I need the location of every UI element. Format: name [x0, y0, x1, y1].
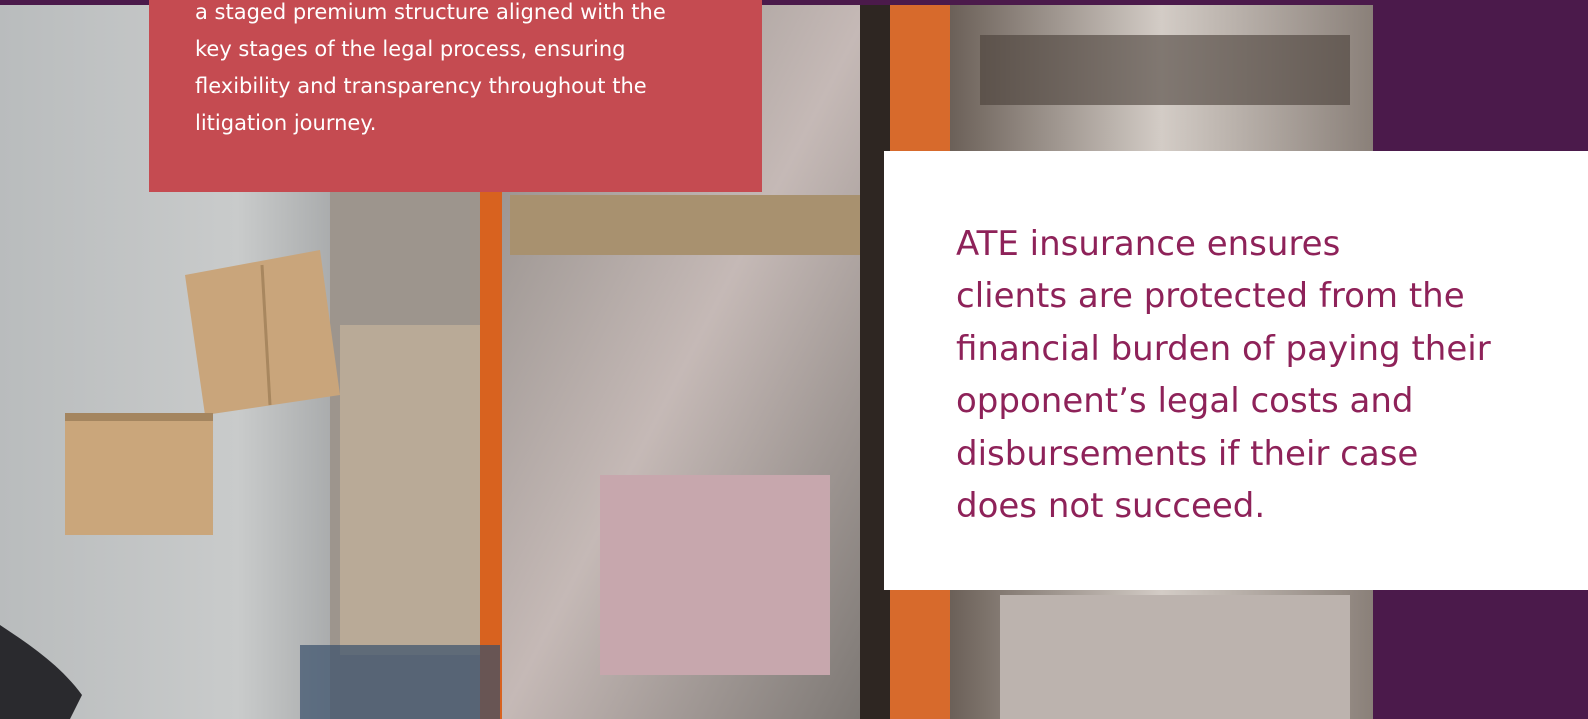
quote-text-line: does not succeed. [956, 480, 1265, 532]
page: {"intro_card": {"lines": ["a staged prem… [0, 0, 1588, 719]
quote-text-line: ATE insurance ensures [956, 218, 1340, 270]
quote-text-line: disbursements if their case [956, 428, 1418, 480]
quote-text-line: opponent’s legal costs and [956, 375, 1414, 427]
quote-text-line: clients are protected from the [956, 270, 1465, 322]
intro-text-line: litigation journey. [195, 105, 376, 142]
intro-card: a staged premium structure aligned with … [149, 0, 762, 192]
intro-text-line: flexibility and transparency throughout … [195, 68, 647, 105]
intro-text-line: a staged premium structure aligned with … [195, 0, 666, 31]
quote-card: ATE insurance ensures clients are protec… [884, 151, 1588, 590]
intro-text-line: key stages of the legal process, ensurin… [195, 31, 626, 68]
cardboard-box [65, 413, 213, 535]
cardboard-box [185, 250, 340, 415]
quote-text-line: financial burden of paying their [956, 323, 1491, 375]
